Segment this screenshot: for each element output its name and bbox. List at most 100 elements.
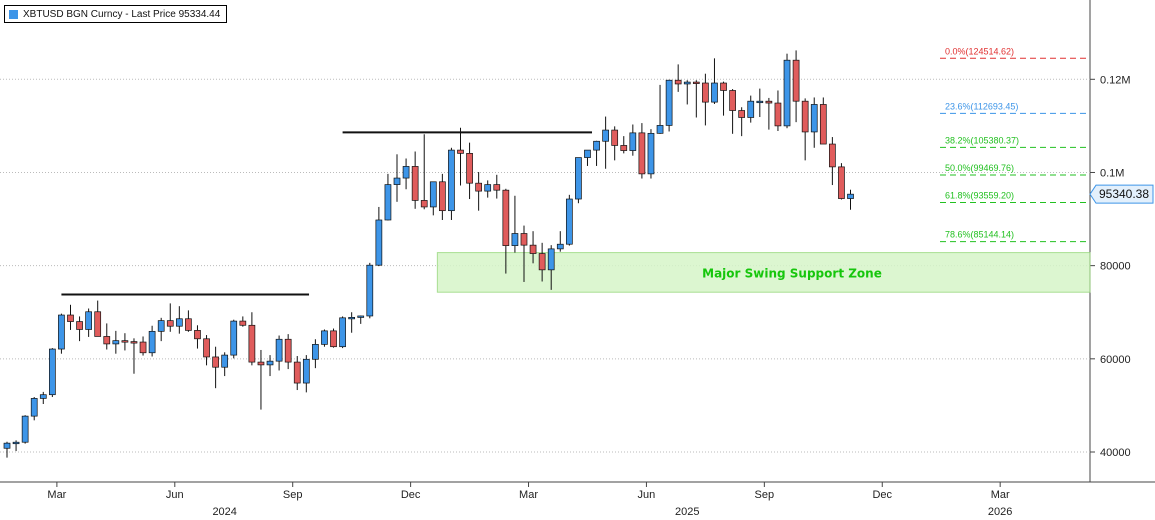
candle <box>765 97 773 130</box>
x-tick-label: Mar <box>47 489 66 501</box>
candle-body <box>21 415 29 443</box>
candle-body <box>39 394 47 399</box>
fib-label: 38.2%(105380.37) <box>945 135 1019 145</box>
x-tick-label: Jun <box>166 489 184 501</box>
candle <box>711 58 718 104</box>
candle <box>602 116 609 169</box>
candle-body <box>665 79 673 126</box>
candle <box>185 310 192 332</box>
candle <box>792 50 800 123</box>
candle <box>266 355 274 377</box>
candle-body <box>565 198 573 245</box>
candle-body <box>76 321 83 330</box>
candle <box>411 151 419 209</box>
candle-body <box>511 233 519 246</box>
candle-body <box>529 244 537 254</box>
y-tick-label: 80000 <box>1100 261 1131 273</box>
candle <box>620 136 628 154</box>
candle-body <box>230 320 238 356</box>
candle <box>502 188 510 274</box>
candle <box>720 81 727 116</box>
candle <box>130 338 138 374</box>
candle-body <box>203 338 210 358</box>
candle-body <box>493 184 501 191</box>
candle-body <box>30 398 38 417</box>
candle <box>665 79 673 132</box>
candle <box>783 53 791 129</box>
candle <box>175 306 183 334</box>
candle <box>611 126 619 161</box>
candle-body <box>584 149 591 158</box>
candle-body <box>556 243 564 250</box>
candle-body <box>448 149 455 212</box>
candle-body <box>429 181 437 208</box>
last-price-label: 95340.38 <box>1099 187 1149 201</box>
candle-body <box>792 59 800 102</box>
candle <box>801 98 809 161</box>
candle <box>656 84 664 134</box>
candle <box>94 300 102 337</box>
candle-body <box>293 361 301 384</box>
candle-body <box>48 348 56 396</box>
candle-body <box>711 82 718 103</box>
y-tick-label: 0.12M <box>1100 74 1131 86</box>
candle-body <box>629 132 637 151</box>
candle-body <box>683 81 691 85</box>
candle-body <box>357 315 365 318</box>
candle <box>556 231 564 252</box>
candle <box>166 303 174 332</box>
candle <box>647 129 655 179</box>
candle-body <box>520 233 528 246</box>
candle <box>529 231 537 264</box>
x-tick-label: Sep <box>755 489 775 501</box>
candle-body <box>774 102 782 127</box>
candle <box>847 189 854 210</box>
x-tick-label: Mar <box>519 489 538 501</box>
candle-body <box>248 324 256 363</box>
candle <box>366 262 374 319</box>
candle-body <box>575 157 582 200</box>
candle-body <box>765 100 773 104</box>
candle <box>819 97 827 145</box>
candle-body <box>375 219 383 266</box>
candle-body <box>502 189 510 246</box>
fib-label: 78.6%(85144.14) <box>945 230 1014 240</box>
candle <box>457 127 464 186</box>
candle <box>39 391 47 405</box>
x-tick-label: Dec <box>872 489 892 501</box>
candle <box>321 329 328 347</box>
candle-body <box>239 320 247 326</box>
candle <box>103 323 111 350</box>
legend-swatch <box>9 9 18 19</box>
candle-body <box>838 166 845 199</box>
candle <box>829 137 836 186</box>
candle-body <box>194 330 201 340</box>
candle-body <box>674 79 682 85</box>
candle <box>48 348 56 398</box>
candle-body <box>457 149 464 154</box>
x-tick-label: Dec <box>401 489 421 501</box>
candle-body <box>85 311 92 330</box>
candle-body <box>466 153 473 184</box>
candle-body <box>3 442 11 449</box>
fib-label: 0.0%(124514.62) <box>945 46 1014 56</box>
candle <box>493 174 501 199</box>
candle <box>429 181 437 216</box>
x-year-label: 2026 <box>988 506 1012 518</box>
candle <box>67 304 74 330</box>
candle <box>629 124 637 156</box>
candle <box>593 140 600 166</box>
candle-body <box>266 360 274 366</box>
candle-body <box>121 340 129 343</box>
candle <box>330 328 337 348</box>
fib-label: 23.6%(112693.45) <box>945 101 1018 111</box>
candle <box>729 89 736 134</box>
x-tick-label: Sep <box>283 489 303 501</box>
candle-body <box>783 59 791 127</box>
candle <box>565 194 573 246</box>
candle <box>121 333 129 351</box>
x-year-label: 2024 <box>212 506 236 518</box>
candle-body <box>475 182 482 192</box>
candle-body <box>738 110 746 118</box>
